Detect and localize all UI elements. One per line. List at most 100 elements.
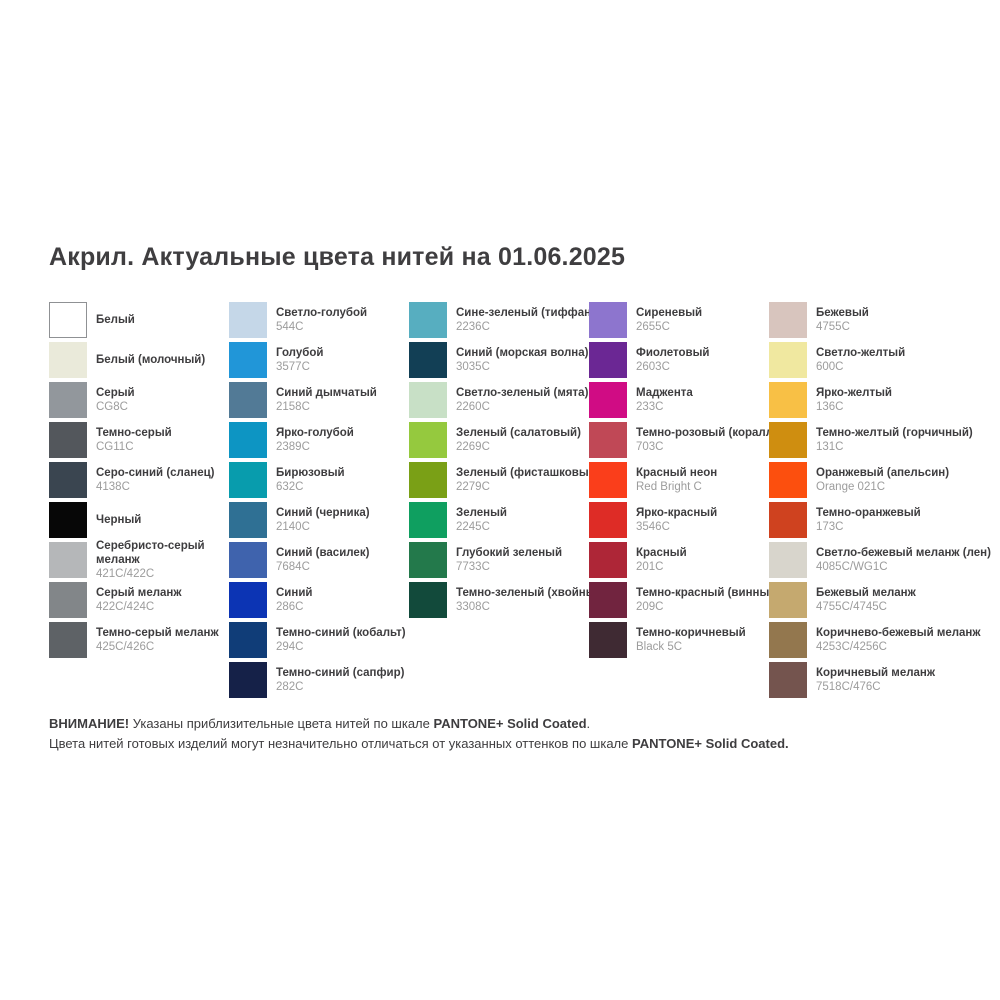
color-swatch: [229, 662, 267, 698]
color-swatch: [589, 542, 627, 578]
color-row: Темно-оранжевый 173C: [769, 502, 949, 538]
color-swatch: [589, 302, 627, 338]
color-name: Зеленый: [456, 507, 507, 519]
color-name: Серебристо-серый меланж: [96, 540, 205, 566]
color-row: Серебристо-серый меланж 421C/422C: [49, 540, 229, 580]
color-row: Зеленый 2245C: [409, 502, 589, 538]
color-name: Светло-желтый: [816, 347, 906, 359]
color-row: Красный 201C: [589, 542, 769, 578]
color-code: Orange 021C: [816, 481, 886, 493]
color-row: Темно-розовый (коралл) 703C: [589, 422, 777, 458]
color-name: Красный неон: [636, 467, 718, 479]
color-code: CG8C: [96, 401, 128, 413]
color-swatch: [589, 622, 627, 658]
color-labels: Ярко-красный 3546C: [636, 506, 717, 534]
color-swatch: [229, 342, 267, 378]
color-row: Темно-серый CG11C: [49, 422, 229, 458]
color-labels: Ярко-желтый 136C: [816, 386, 892, 414]
color-code: 2245C: [456, 521, 490, 533]
color-swatch: [49, 582, 87, 618]
color-code: 425C/426C: [96, 641, 155, 653]
color-code: 3546C: [636, 521, 670, 533]
color-code: 2260C: [456, 401, 490, 413]
color-code: 422C/424C: [96, 601, 155, 613]
color-row: Коричнево-бежевый меланж 4253C/4256C: [769, 622, 981, 658]
color-labels: Темно-зеленый (хвойный) 3308C: [456, 586, 606, 614]
color-labels: Темно-оранжевый 173C: [816, 506, 921, 534]
color-code: 4755C/4745C: [816, 601, 887, 613]
color-code: 600C: [816, 361, 844, 373]
color-swatch: [769, 662, 807, 698]
color-name: Зеленый (фисташковый): [456, 467, 600, 479]
color-labels: Сиреневый 2655C: [636, 306, 702, 334]
color-swatch: [49, 382, 87, 418]
color-name: Фиолетовый: [636, 347, 710, 359]
color-name: Серо-синий (сланец): [96, 467, 215, 479]
color-name: Темно-синий (кобальт): [276, 627, 406, 639]
color-labels: Синий (черника) 2140C: [276, 506, 370, 534]
color-swatch: [769, 342, 807, 378]
color-code: 131C: [816, 441, 844, 453]
color-row: Темно-желтый (горчичный) 131C: [769, 422, 973, 458]
color-swatch: [409, 422, 447, 458]
color-labels: Оранжевый (апельсин) Orange 021C: [816, 466, 949, 494]
color-code: Black 5C: [636, 641, 683, 653]
color-labels: Ярко-голубой 2389C: [276, 426, 354, 454]
color-swatch: [229, 502, 267, 538]
color-labels: Белый: [96, 313, 135, 327]
color-swatch: [409, 542, 447, 578]
color-code: 2389C: [276, 441, 310, 453]
color-labels: Темно-синий (кобальт) 294C: [276, 626, 406, 654]
color-code: 3308C: [456, 601, 490, 613]
page-title: Акрил. Актуальные цвета нитей на 01.06.2…: [49, 243, 626, 271]
footer-text-segment: Указаны приблизительные цвета нитей по ш…: [129, 716, 434, 731]
color-labels: Светло-зеленый (мята) 2260C: [456, 386, 588, 414]
color-labels: Коричнево-бежевый меланж 4253C/4256C: [816, 626, 981, 654]
color-name: Темно-серый меланж: [96, 627, 219, 639]
color-column: Белый Белый (молочный) Серый CG8C Темно-серы…: [49, 302, 229, 702]
color-labels: Темно-серый меланж 425C/426C: [96, 626, 219, 654]
color-name: Синий (черника): [276, 507, 370, 519]
color-row: Бирюзовый 632C: [229, 462, 409, 498]
color-row: Сиреневый 2655C: [589, 302, 769, 338]
color-swatch: [589, 342, 627, 378]
color-swatch: [589, 422, 627, 458]
color-row: Темно-зеленый (хвойный) 3308C: [409, 582, 606, 618]
color-name: Синий (василек): [276, 547, 370, 559]
color-row: Темно-красный (винный) 209C: [589, 582, 780, 618]
color-row: Серый меланж 422C/424C: [49, 582, 229, 618]
color-name: Голубой: [276, 347, 324, 359]
color-labels: Синий дымчатый 2158C: [276, 386, 377, 414]
color-code: 2269C: [456, 441, 490, 453]
color-name: Синий (морская волна): [456, 347, 589, 359]
color-code: 136C: [816, 401, 844, 413]
color-row: Голубой 3577C: [229, 342, 409, 378]
color-name: Светло-зеленый (мята): [456, 387, 589, 399]
color-row: Темно-синий (кобальт) 294C: [229, 622, 409, 658]
color-name: Синий: [276, 587, 313, 599]
color-row: Белый (молочный): [49, 342, 229, 378]
color-labels: Темно-розовый (коралл) 703C: [636, 426, 777, 454]
color-row: Красный неон Red Bright C: [589, 462, 769, 498]
color-labels: Темно-синий (сапфир) 282C: [276, 666, 404, 694]
color-row: Зеленый (салатовый) 2269C: [409, 422, 589, 458]
color-row: Фиолетовый 2603C: [589, 342, 769, 378]
color-swatch: [229, 302, 267, 338]
color-column: Светло-голубой 544C Голубой 3577C Синий дымч…: [229, 302, 409, 702]
color-name: Коричнево-бежевый меланж: [816, 627, 981, 639]
color-code: 703C: [636, 441, 664, 453]
color-swatch: [589, 462, 627, 498]
color-name: Темно-оранжевый: [816, 507, 921, 519]
color-row: Светло-зеленый (мята) 2260C: [409, 382, 589, 418]
color-name: Сине-зеленый (тиффани): [456, 307, 602, 319]
color-labels: Темно-серый CG11C: [96, 426, 172, 454]
color-row: Синий (василек) 7684C: [229, 542, 409, 578]
color-swatch: [769, 422, 807, 458]
color-name: Темно-красный (винный): [636, 587, 781, 599]
color-row: Темно-серый меланж 425C/426C: [49, 622, 229, 658]
color-swatch: [49, 502, 87, 538]
color-name: Черный: [96, 514, 142, 526]
color-code: 209C: [636, 601, 664, 613]
color-labels: Зеленый (салатовый) 2269C: [456, 426, 581, 454]
